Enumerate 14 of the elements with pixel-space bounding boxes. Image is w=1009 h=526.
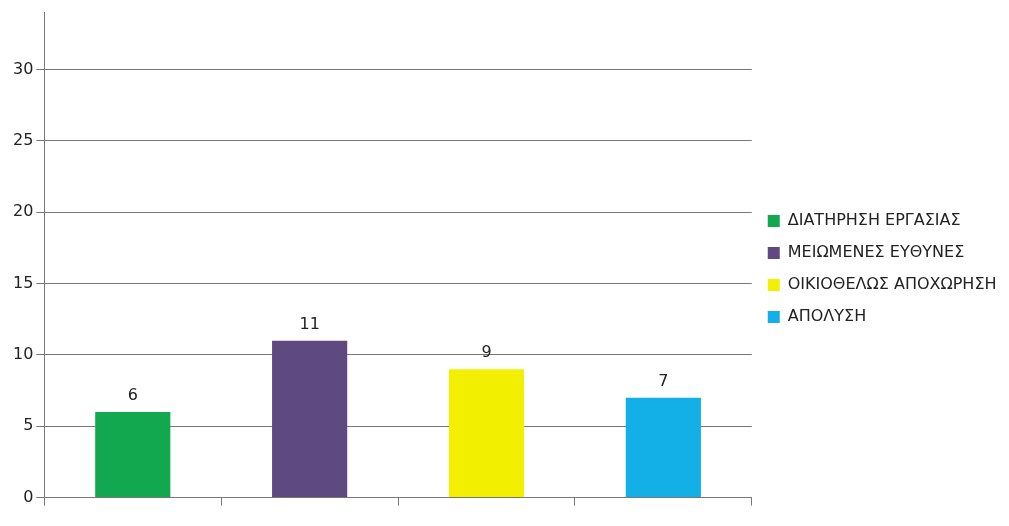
data-label: 6	[127, 385, 138, 405]
legend-label: ΟΙΚΙΟΘΕΛΩΣ ΑΠΟΧΩΡΗΣΗ	[787, 274, 997, 294]
y-tick-label: 30	[13, 58, 34, 78]
y-tick-label: 5	[23, 415, 34, 435]
data-label: 7	[658, 370, 669, 390]
legend-label: ΜΕΙΩΜΕΝΕΣ ΕΥΘΥΝΕΣ	[787, 242, 965, 262]
legend-label: ΑΠΟΛΥΣΗ	[787, 306, 867, 326]
data-label: 11	[299, 313, 320, 333]
y-tick-label: 0	[23, 486, 34, 506]
y-tick-label: 10	[13, 344, 34, 364]
y-tick-label: 15	[13, 272, 34, 292]
legend-label: ΔΙΑΤΗΡΗΣΗ ΕΡΓΑΣΙΑΣ	[787, 210, 961, 230]
y-tick-label: 25	[13, 130, 34, 150]
y-tick-label: 20	[13, 201, 34, 221]
